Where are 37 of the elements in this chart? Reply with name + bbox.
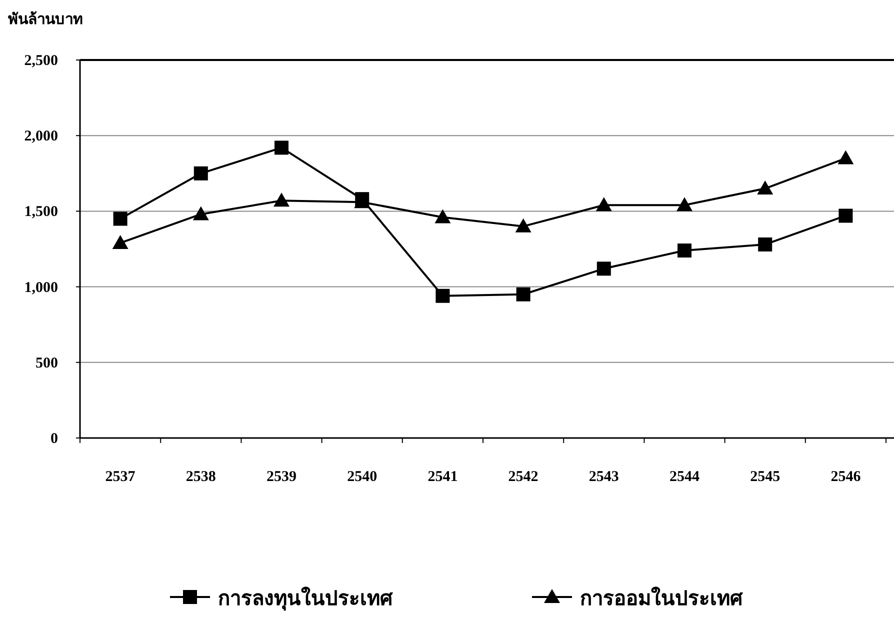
y-tick-label: 2,000 bbox=[24, 128, 58, 145]
y-tick-label: 1,000 bbox=[24, 280, 58, 296]
point bbox=[838, 208, 853, 223]
point bbox=[596, 262, 611, 276]
point bbox=[112, 234, 128, 249]
legend-label: การลงทุนในประเทศ bbox=[218, 586, 394, 611]
point bbox=[678, 244, 692, 258]
x-tick-label: 2541 bbox=[428, 469, 458, 485]
point bbox=[194, 166, 208, 180]
y-tick-label: 500 bbox=[36, 355, 58, 372]
x-tick-label: 2538 bbox=[186, 469, 216, 485]
x-tick-label: 2542 bbox=[508, 469, 538, 485]
y-tick-label: 1,500 bbox=[24, 204, 58, 220]
point bbox=[274, 140, 288, 155]
point bbox=[757, 180, 774, 195]
point bbox=[192, 206, 209, 220]
x-tick-label: 2543 bbox=[588, 469, 619, 485]
point bbox=[515, 218, 532, 232]
y-tick-label: 0 bbox=[50, 431, 58, 447]
x-tick-label: 2545 bbox=[750, 469, 780, 485]
x-tick-label: 2537 bbox=[105, 469, 136, 485]
x-tick-label: 2544 bbox=[670, 469, 700, 485]
point bbox=[596, 197, 612, 212]
point bbox=[516, 287, 530, 302]
x-tick-label: 2539 bbox=[266, 469, 296, 485]
point bbox=[676, 197, 692, 212]
y-tick-label: 2,500 bbox=[24, 53, 58, 69]
x-tick-label: 2540 bbox=[347, 469, 378, 485]
legend-label: การออมในประเทศ bbox=[580, 586, 744, 610]
point bbox=[838, 150, 854, 164]
point bbox=[434, 209, 451, 224]
point bbox=[436, 288, 450, 303]
point bbox=[274, 192, 290, 207]
y-axis-title: พันล้านบาท bbox=[8, 11, 83, 28]
x-tick-label: 2546 bbox=[830, 469, 862, 485]
point bbox=[113, 212, 128, 226]
point bbox=[758, 237, 772, 252]
